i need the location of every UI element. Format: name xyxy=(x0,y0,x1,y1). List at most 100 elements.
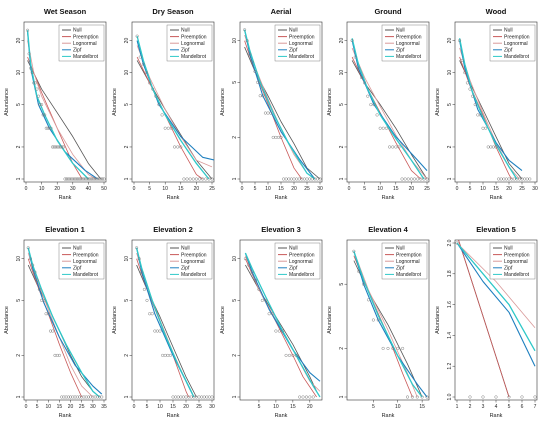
panel-1-observed-point xyxy=(72,177,76,181)
panel-5-observed-point xyxy=(463,71,467,75)
panel-1-observed-point xyxy=(79,177,83,181)
panel-9-observed-point xyxy=(410,395,414,399)
panel-5-observed-point xyxy=(465,81,469,85)
panel-10-legend-label-mandelbrot: Mandelbrot xyxy=(504,272,530,278)
panel-1-observed-point xyxy=(88,177,92,181)
panel-1-y-tick-label: 2 xyxy=(16,145,22,148)
panel-8-observed-point xyxy=(250,270,254,274)
panel-5-observed-point xyxy=(460,58,464,62)
panel-10-y-tick-label: 2.0 xyxy=(447,239,453,246)
panel-7-observed-point xyxy=(163,353,167,357)
panel-1-observed-point xyxy=(82,177,86,181)
panel-6-observed-point xyxy=(93,395,97,399)
panel-9-legend-label-null: Null xyxy=(396,246,405,252)
panel-4-observed-point xyxy=(384,126,388,130)
panel-8-legend-label-preemption: Preemption xyxy=(289,252,315,258)
panel-2-x-tick-label: 25 xyxy=(209,186,215,192)
panel-10-y-tick-label: 1.2 xyxy=(447,363,453,370)
panel-1-observed-point xyxy=(100,177,104,181)
panel-1-observed-point xyxy=(50,145,55,149)
panel-7-observed-point xyxy=(176,395,180,399)
panel-6-title: Elevation 1 xyxy=(45,225,85,234)
panel-1-series-mandelbrot xyxy=(26,30,89,180)
panel-4-legend-label-lognormal: Lognormal xyxy=(396,41,420,47)
panel-3-x-label: Rank xyxy=(275,195,288,201)
panel-8-y-tick-label: 2 xyxy=(232,354,238,357)
panel-8-title: Elevation 3 xyxy=(261,225,301,234)
panel-7-y-label: Abundance xyxy=(112,306,118,334)
panel-1-observed-point xyxy=(97,177,101,181)
panel-8-observed-point xyxy=(270,312,275,316)
panel-9-observed-point xyxy=(386,346,390,350)
panel-4-observed-point xyxy=(406,177,410,181)
panel-1-observed-point xyxy=(91,177,95,181)
panel-2-observed-point xyxy=(197,177,202,181)
panel-1-observed-point xyxy=(63,177,67,181)
panel-3-x-tick-label: 15 xyxy=(278,186,284,192)
panel-7-series-mandelbrot xyxy=(135,247,195,398)
panel-2-x-tick-label: 15 xyxy=(178,186,184,192)
panel-7-observed-point xyxy=(207,395,211,399)
panel-7-x-label: Rank xyxy=(167,413,180,419)
panel-5-x-tick-label: 20 xyxy=(506,186,512,192)
panel-2-observed-point xyxy=(141,62,145,66)
panel-9-legend-label-preemption: Preemption xyxy=(396,252,422,258)
panel-8: Elevation 3 Rank Abundance 5 10 15 20 1 2 5 10 Null… xyxy=(220,225,323,419)
panel-4-observed-point xyxy=(416,177,420,181)
panel-5-legend-label-null: Null xyxy=(504,28,513,34)
panel-6-observed-point xyxy=(26,246,30,250)
panel-1-observed-point xyxy=(102,177,106,181)
panel-6-legend-label-lognormal: Lognormal xyxy=(73,259,97,265)
panel-4-observed-point xyxy=(375,113,379,117)
panel-6-x-tick-label: 20 xyxy=(68,404,74,410)
panel-4-observed-point xyxy=(422,177,426,181)
panel-8-observed-point xyxy=(260,298,264,302)
panel-5-x-tick-label: 10 xyxy=(480,186,486,192)
panel-1-series-zipf xyxy=(27,32,99,180)
panel-3-x-tick-label: 30 xyxy=(317,186,323,192)
panel-7-observed-point xyxy=(197,395,201,399)
panel-10-legend-label-preemption: Preemption xyxy=(504,252,530,258)
panel-3-observed-point xyxy=(279,135,283,139)
panel-1-observed-point xyxy=(26,28,30,32)
panel-10-title: Elevation 5 xyxy=(476,225,516,234)
panel-4-observed-point xyxy=(378,126,382,130)
panel-6-y-tick-label: 10 xyxy=(16,256,22,262)
panel-2-observed-point xyxy=(138,55,142,59)
panel-9-observed-point xyxy=(362,282,366,286)
panel-4-title: Ground xyxy=(374,7,401,16)
panel-4-frame xyxy=(346,21,430,183)
panel-6-observed-point xyxy=(37,287,41,291)
panel-2-observed-point xyxy=(166,126,170,130)
panel-6-legend-label-preemption: Preemption xyxy=(73,252,99,258)
panel-1-observed-point xyxy=(99,177,103,181)
panel-3-plot-area xyxy=(243,28,322,181)
panel-4-x-tick-label: 10 xyxy=(377,186,383,192)
panel-9-observed-point xyxy=(352,249,356,253)
panel-4-plot-area xyxy=(350,38,429,181)
panel-4-observed-point xyxy=(381,126,385,130)
panel-6-observed-point xyxy=(100,395,104,399)
panel-1-observed-point xyxy=(32,81,36,85)
panel-2-observed-point xyxy=(157,103,161,107)
panel-6-observed-point xyxy=(89,395,93,399)
panel-10-legend-label-lognormal: Lognormal xyxy=(504,259,528,265)
panel-6-observed-point xyxy=(71,395,75,399)
panel-9-observed-point xyxy=(357,269,361,273)
panel-3-observed-point xyxy=(248,52,252,56)
panel-6-observed-point xyxy=(73,395,77,399)
panel-6-observed-point xyxy=(64,395,68,399)
panel-4-y-tick-label: 1 xyxy=(339,177,345,180)
panel-7-observed-point xyxy=(174,395,178,399)
panel-2-frame xyxy=(131,21,215,183)
panel-6-legend-label-mandelbrot: Mandelbrot xyxy=(73,272,99,278)
panel-4-observed-point xyxy=(372,103,376,107)
panel-8-observed-point xyxy=(247,263,251,267)
panel-5-observed-point xyxy=(512,177,516,181)
panel-1-x-tick-label: 10 xyxy=(39,186,45,192)
panel-5-y-label: Abundance xyxy=(435,88,441,116)
panel-7-observed-point xyxy=(189,395,193,399)
panel-8-observed-point xyxy=(287,353,292,357)
panel-7-legend-label-null: Null xyxy=(181,246,190,252)
